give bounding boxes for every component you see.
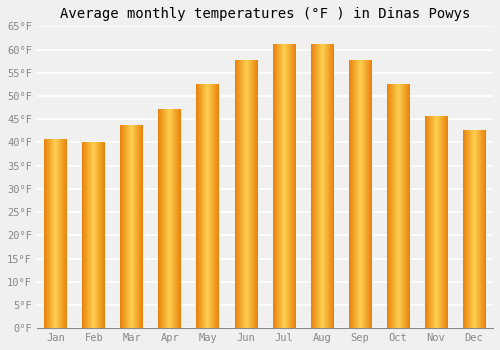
Title: Average monthly temperatures (°F ) in Dinas Powys: Average monthly temperatures (°F ) in Di… xyxy=(60,7,470,21)
